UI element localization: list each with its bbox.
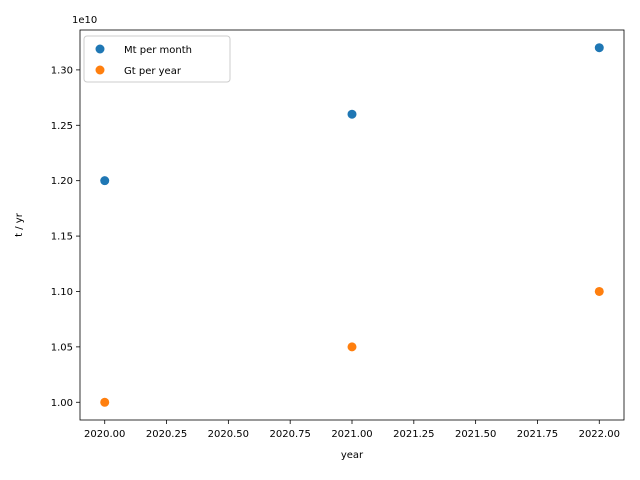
x-tick-label: 2021.75 xyxy=(517,429,558,440)
y-tick-label: 1.20 xyxy=(51,176,73,187)
x-tick-label: 2020.00 xyxy=(84,429,125,440)
x-tick-label: 2021.00 xyxy=(331,429,372,440)
x-axis-label: year xyxy=(341,450,364,461)
x-tick-label: 2020.25 xyxy=(146,429,187,440)
data-point xyxy=(100,176,110,186)
x-tick-label: 2021.50 xyxy=(455,429,496,440)
legend: Mt per month Gt per year xyxy=(83,35,231,83)
legend-frame xyxy=(83,35,231,83)
data-point xyxy=(594,43,604,53)
data-point xyxy=(594,286,604,296)
legend-marker xyxy=(95,44,105,54)
data-point xyxy=(100,397,110,407)
plot-area xyxy=(100,43,604,407)
data-point xyxy=(347,342,357,352)
x-tick-label: 2020.50 xyxy=(208,429,249,440)
legend-marker xyxy=(95,65,105,75)
data-point xyxy=(347,109,357,119)
axes: 2020.00 2020.25 2020.50 2020.75 2021.00 2021.… xyxy=(51,29,625,440)
y-tick-label: 1.15 xyxy=(51,232,73,243)
legend-label: Mt per month xyxy=(124,45,192,56)
series-0 xyxy=(100,43,604,186)
y-tick-label: 1.30 xyxy=(51,65,73,76)
y-axis-label: t / yr xyxy=(14,212,25,237)
y-tick-label: 1.25 xyxy=(51,121,73,132)
y-tick-label: 1.05 xyxy=(51,342,73,353)
x-tick-label: 2022.00 xyxy=(579,429,620,440)
y-offset-label: 1e10 xyxy=(72,15,97,26)
y-tick-label: 1.10 xyxy=(51,287,73,298)
legend-label: Gt per year xyxy=(124,66,182,77)
x-tick-label: 2020.75 xyxy=(270,429,311,440)
y-tick-label: 1.00 xyxy=(51,398,73,409)
x-tick-label: 2021.25 xyxy=(393,429,434,440)
series-1 xyxy=(100,286,604,407)
